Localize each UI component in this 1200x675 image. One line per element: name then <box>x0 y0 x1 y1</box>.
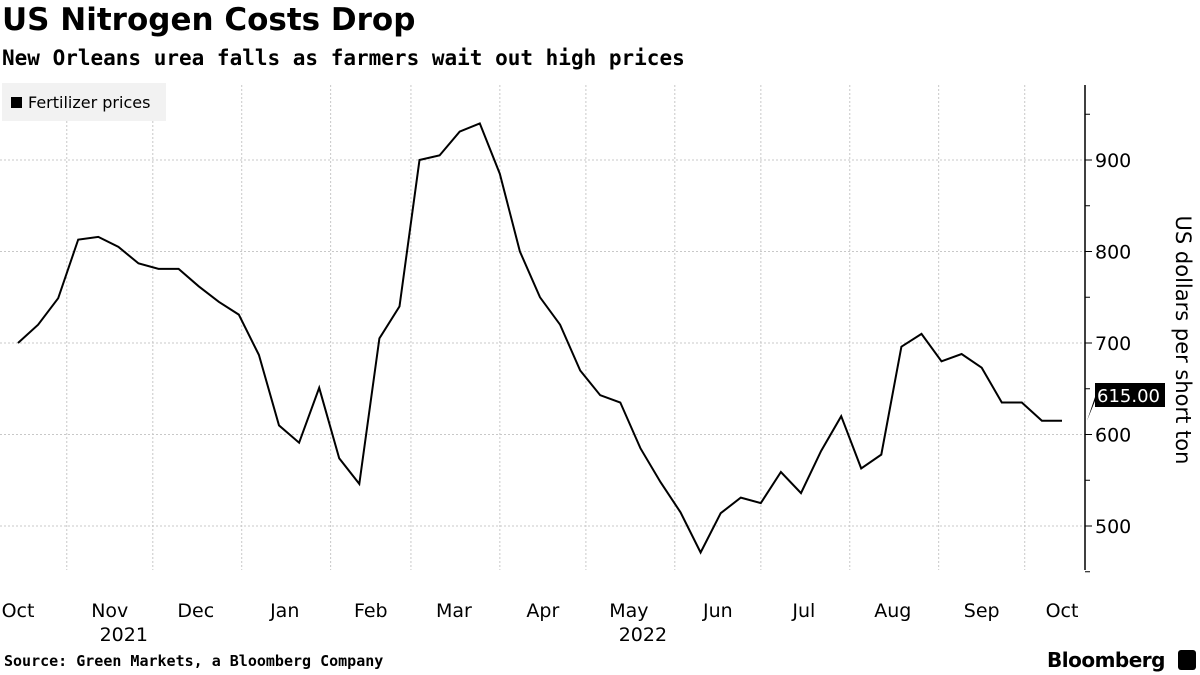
y-tick-label: 700 <box>1095 333 1131 355</box>
legend-label: Fertilizer prices <box>28 92 151 112</box>
x-tick-label: Oct <box>2 600 35 622</box>
x-tick-label: Jul <box>791 600 815 622</box>
series-line-fertilizer-prices <box>17 122 1062 555</box>
x-tick-label: Jun <box>702 600 733 622</box>
x-year-label: 2022 <box>619 624 667 646</box>
y-tick-label: 900 <box>1095 150 1131 172</box>
last-value-tag <box>1087 383 1165 421</box>
x-tick-label: Apr <box>526 600 559 622</box>
bloomberg-terminal-icon <box>1178 650 1196 670</box>
x-year-label: 2021 <box>100 624 148 646</box>
y-tick-label: 600 <box>1095 425 1131 447</box>
x-tick-label: Oct <box>1046 600 1079 622</box>
x-tick-label: Jan <box>269 600 299 622</box>
x-tick-label: Sep <box>964 600 1000 622</box>
source-note: Source: Green Markets, a Bloomberg Compa… <box>4 652 384 670</box>
y-tick-label: 500 <box>1095 516 1131 538</box>
chart-subtitle: New Orleans urea falls as farmers wait o… <box>2 46 685 70</box>
y-tick-label: 800 <box>1095 242 1131 264</box>
x-tick-label: Aug <box>874 600 911 622</box>
legend: Fertilizer prices <box>2 83 166 121</box>
x-tick-label: Feb <box>354 600 388 622</box>
x-tick-label: Mar <box>436 600 472 622</box>
last-value-label: 615.00 <box>1097 386 1160 407</box>
y-axis-label: US dollars per short ton <box>1171 216 1195 465</box>
x-tick-label: Dec <box>177 600 214 622</box>
bloomberg-logo: Bloomberg <box>1047 648 1165 672</box>
x-tick-label: Nov <box>91 600 128 622</box>
x-tick-label: May <box>609 600 648 622</box>
legend-swatch <box>11 96 22 108</box>
chart-title: US Nitrogen Costs Drop <box>2 2 416 38</box>
